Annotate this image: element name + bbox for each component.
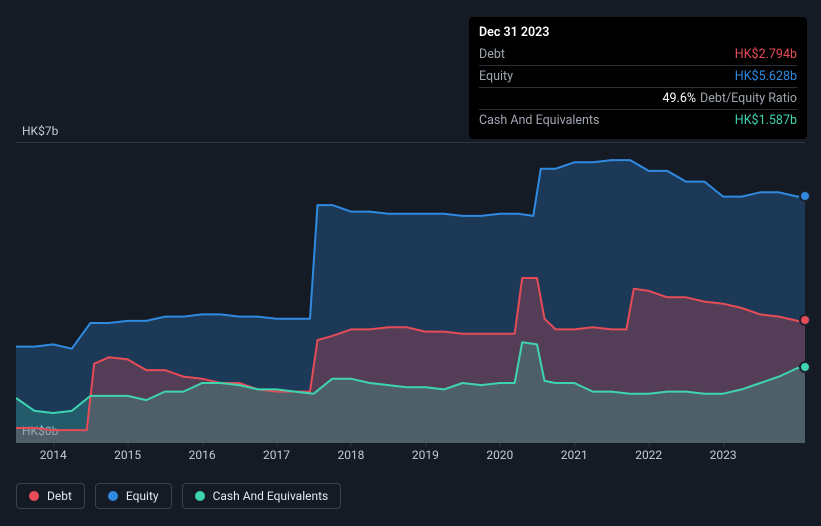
- legend-item[interactable]: Equity: [95, 483, 172, 509]
- series-end-marker: [799, 361, 811, 373]
- x-axis-tick: 2019: [412, 448, 439, 462]
- legend-label: Equity: [126, 489, 159, 503]
- legend-label: Cash And Equivalents: [213, 489, 329, 503]
- legend-item[interactable]: Cash And Equivalents: [182, 483, 342, 509]
- x-axis-tick: 2021: [561, 448, 588, 462]
- tooltip-row-value: 49.6%Debt/Equity Ratio: [662, 91, 797, 106]
- tooltip-panel: Dec 31 2023 Debt HK$2.794b Equity HK$5.628b…: [469, 17, 807, 139]
- legend-label: Debt: [47, 489, 72, 503]
- tooltip-row: Cash And Equivalents HK$1.587b: [479, 110, 797, 131]
- tooltip-row: 49.6%Debt/Equity Ratio: [479, 88, 797, 110]
- x-axis-tick: 2022: [635, 448, 662, 462]
- tooltip-row: Debt HK$2.794b: [479, 44, 797, 66]
- x-axis-tick: 2020: [486, 448, 513, 462]
- legend-item[interactable]: Debt: [16, 483, 85, 509]
- tooltip-row-label: Equity: [479, 69, 513, 84]
- tooltip-row-label: Debt: [479, 47, 505, 62]
- x-axis-tick: 2014: [40, 448, 67, 462]
- x-axis-tick: 2018: [337, 448, 364, 462]
- legend: Debt Equity Cash And Equivalents: [16, 483, 341, 509]
- series-end-marker: [799, 190, 811, 202]
- tooltip-row-value: HK$1.587b: [735, 113, 797, 128]
- legend-dot-icon: [108, 491, 118, 501]
- tooltip-date: Dec 31 2023: [479, 25, 797, 40]
- y-axis-max-label: HK$7b: [22, 124, 58, 138]
- x-axis-tick: 2017: [263, 448, 290, 462]
- x-axis: 2014 2015 2016 2017 2018 2019 2020 2021 2022 2023: [16, 442, 805, 462]
- legend-dot-icon: [29, 491, 39, 501]
- x-axis-tick: 2016: [189, 448, 216, 462]
- x-axis-tick: 2023: [710, 448, 737, 462]
- tooltip-row-label: Cash And Equivalents: [479, 113, 599, 128]
- tooltip-row: Equity HK$5.628b: [479, 66, 797, 88]
- legend-dot-icon: [195, 491, 205, 501]
- series-end-marker: [799, 314, 811, 326]
- tooltip-row-value: HK$2.794b: [735, 47, 797, 62]
- chart-plot-area[interactable]: [16, 142, 805, 442]
- x-axis-tick: 2015: [114, 448, 141, 462]
- tooltip-row-value: HK$5.628b: [735, 69, 797, 84]
